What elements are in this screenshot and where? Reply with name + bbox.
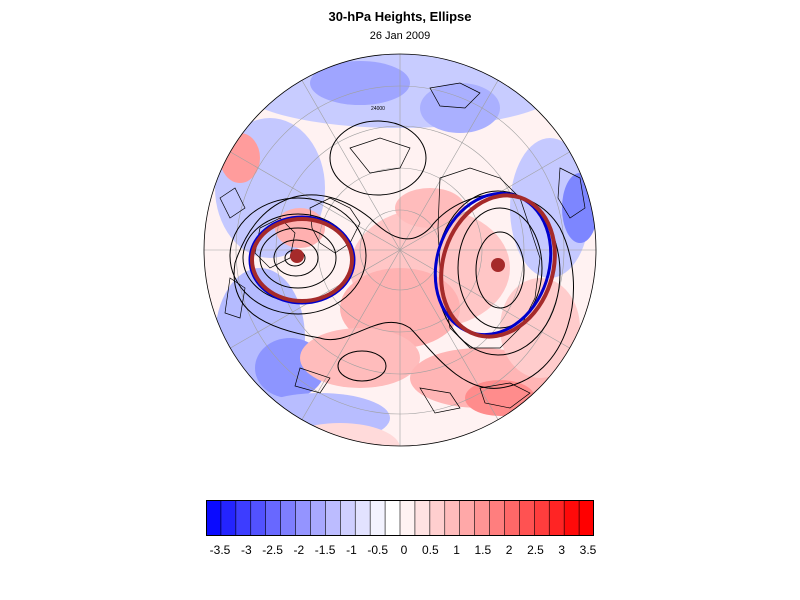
map-boundary	[203, 53, 597, 447]
colorbar-swatch	[578, 500, 594, 536]
colorbar-swatch	[504, 500, 520, 536]
colorbar-tick-label: -1	[346, 543, 357, 557]
colorbar-swatch	[548, 500, 565, 536]
colorbar-swatch	[325, 500, 341, 536]
colorbar-swatch	[369, 500, 386, 536]
polar-map-svg: 24000	[203, 53, 597, 447]
colorbar-tick-label: -3.5	[209, 543, 231, 557]
colorbar-tick-label: 3.5	[579, 543, 597, 557]
colorbar-tick-label: -3	[240, 543, 252, 557]
colorbar-tick-label: 1.5	[474, 543, 492, 557]
colorbar-swatch	[414, 500, 431, 536]
colorbar-swatch	[563, 500, 580, 536]
colorbar-swatch	[474, 500, 491, 536]
graticule	[204, 54, 596, 446]
colorbar-tick-label: -1.5	[314, 543, 336, 557]
polar-map: 24000	[200, 48, 600, 448]
height-contours	[229, 120, 574, 389]
colorbar-swatch	[444, 500, 461, 536]
colorbar-swatch	[354, 500, 371, 536]
chart-title: 30-hPa Heights, Ellipse	[328, 9, 472, 24]
colorbar-swatch	[384, 500, 401, 536]
colorbar-swatch	[250, 500, 267, 536]
colorbar-swatch	[534, 500, 550, 536]
colorbar-tick-label: 2	[505, 543, 513, 557]
colorbar-tick-label: 3	[558, 543, 566, 557]
ellipse-diagnostics	[248, 191, 557, 339]
colorbar-tick-label: 1	[453, 543, 460, 557]
colorbar-swatch	[265, 500, 282, 536]
colorbar-labels: -3.5 -3 -2.5 -2 -1.5 -1 -0.5 0 0.5 1 1.5 2 2.5 3 3.5	[200, 543, 620, 561]
colorbar-swatch	[220, 500, 237, 536]
colorbar-swatch	[206, 500, 222, 536]
colorbar-swatch	[340, 500, 356, 536]
colorbar	[206, 500, 594, 536]
ellipse-right	[439, 193, 557, 339]
vortex-center-left	[290, 249, 304, 263]
colorbar-swatch	[489, 500, 506, 536]
colorbar-tick-label: 0	[400, 543, 408, 557]
chart-date: 26 Jan 2009	[369, 30, 431, 42]
colorbar-swatch	[295, 500, 312, 536]
vortex-center-right	[491, 258, 505, 272]
colorbar-swatch	[235, 500, 252, 536]
colorbar-swatch	[310, 500, 326, 536]
colorbar-tick-label: -2.5	[262, 543, 283, 557]
colorbar-swatch	[459, 500, 476, 536]
colorbar-swatch	[519, 500, 535, 536]
colorbar-tick-label: -0.5	[367, 543, 389, 557]
colorbar-tick-label: 2.5	[527, 543, 544, 557]
colorbar-tick-label: -2	[293, 543, 305, 557]
contour-label: 24000	[371, 106, 385, 112]
colorbar-swatch	[280, 500, 297, 536]
colorbar-swatch	[429, 500, 446, 536]
colorbar-tick-label: 0.5	[421, 543, 439, 557]
colorbar-swatch	[399, 500, 416, 536]
ellipse-left	[250, 217, 354, 303]
